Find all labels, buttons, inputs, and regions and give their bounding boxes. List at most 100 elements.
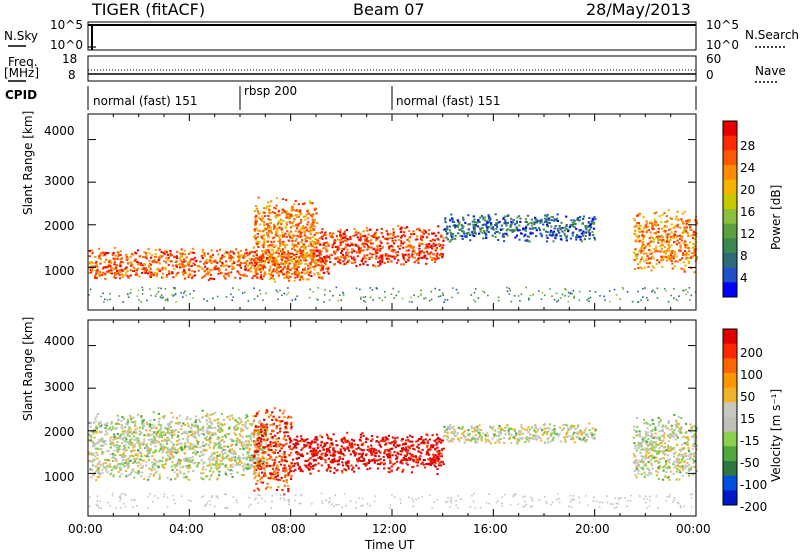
echo-cell <box>297 242 300 245</box>
echo-cell <box>438 438 441 441</box>
echo-cell <box>94 274 97 277</box>
echo-cell <box>407 249 410 252</box>
echo-cell <box>98 472 101 475</box>
echo-cell <box>271 276 274 279</box>
clutter-cell <box>688 287 691 289</box>
clutter-cell <box>497 299 500 302</box>
echo-cell <box>279 242 282 245</box>
echo-cell <box>331 246 334 249</box>
echo-cell <box>683 270 686 273</box>
echo-cell <box>223 423 226 426</box>
echo-cell <box>673 225 677 228</box>
echo-cell <box>217 421 220 424</box>
clutter-cell <box>247 300 250 302</box>
echo-cell <box>233 427 236 430</box>
echo-cell <box>636 263 640 266</box>
echo-cell <box>637 237 640 240</box>
echo-cell <box>366 240 369 243</box>
echo-cell <box>296 462 299 465</box>
echo-cell <box>227 254 231 257</box>
echo-cell <box>119 469 122 472</box>
echo-cell <box>297 266 300 269</box>
echo-cell <box>424 466 427 469</box>
echo-cell <box>278 213 281 216</box>
echo-cell <box>160 436 164 439</box>
echo-cell <box>294 239 297 242</box>
echo-cell <box>237 251 240 254</box>
echo-cell <box>481 224 484 227</box>
clutter-cell <box>497 296 500 299</box>
echo-cell <box>352 243 355 246</box>
echo-cell <box>124 430 127 433</box>
echo-cell <box>124 426 127 429</box>
echo-cell <box>180 445 183 448</box>
echo-cell <box>254 466 258 469</box>
clutter-cell <box>675 298 678 301</box>
echo-cell <box>436 473 439 476</box>
echo-cell <box>685 246 688 249</box>
echo-cell <box>553 218 556 221</box>
echo-cell <box>588 228 591 231</box>
echo-cell <box>103 254 106 257</box>
echo-cell <box>130 420 133 423</box>
echo-cell <box>438 455 441 458</box>
echo-cell <box>182 465 185 468</box>
echo-cell <box>309 256 312 259</box>
echo-cell <box>166 253 169 256</box>
echo-cell <box>461 235 464 238</box>
echo-cell <box>429 256 432 259</box>
echo-cell <box>239 273 242 276</box>
echo-cell <box>413 256 416 259</box>
echo-cell <box>379 451 382 454</box>
echo-cell <box>210 454 213 457</box>
echo-cell <box>263 433 266 436</box>
echo-cell <box>258 419 261 422</box>
echo-cell <box>374 234 377 237</box>
echo-cell <box>254 415 257 418</box>
echo-cell <box>125 459 128 462</box>
echo-cell <box>297 223 300 226</box>
echo-cell <box>648 261 652 264</box>
clutter-cell <box>185 294 187 297</box>
echo-cell <box>641 257 644 260</box>
echo-cell <box>304 263 307 265</box>
echo-cell <box>430 239 433 242</box>
echo-cell <box>453 226 457 229</box>
echo-cell <box>289 252 292 255</box>
echo-cell <box>236 463 239 466</box>
echo-cell <box>242 256 245 259</box>
echo-cell <box>231 453 234 456</box>
echo-cell <box>109 260 112 262</box>
echo-cell <box>403 241 406 244</box>
echo-cell <box>418 229 421 232</box>
echo-cell <box>202 465 205 468</box>
echo-cell <box>216 468 219 471</box>
clutter-cell <box>631 300 634 303</box>
echo-cell <box>268 457 271 460</box>
echo-cell <box>664 220 667 223</box>
clutter-cell <box>206 300 208 302</box>
echo-cell <box>246 419 249 422</box>
echo-cell <box>377 265 380 267</box>
clutter-cell <box>559 297 562 299</box>
clutter-cell <box>173 294 176 296</box>
echo-cell <box>400 242 403 245</box>
echo-cell <box>279 430 282 433</box>
echo-cell <box>283 464 286 467</box>
echo-cell <box>176 439 179 442</box>
echo-cell <box>121 269 124 272</box>
clutter-cell <box>420 294 422 297</box>
echo-cell <box>482 216 485 219</box>
clutter-cell <box>164 299 167 302</box>
echo-cell <box>370 235 373 237</box>
clutter-cell <box>118 295 121 297</box>
echo-cell <box>125 253 128 256</box>
clutter-cell <box>637 290 639 293</box>
echo-cell <box>206 415 209 418</box>
echo-cell <box>301 243 304 246</box>
echo-cell <box>203 448 206 451</box>
echo-cell <box>271 430 274 433</box>
echo-cell <box>94 255 97 258</box>
echo-cell <box>150 423 153 426</box>
echo-cell <box>114 276 117 279</box>
